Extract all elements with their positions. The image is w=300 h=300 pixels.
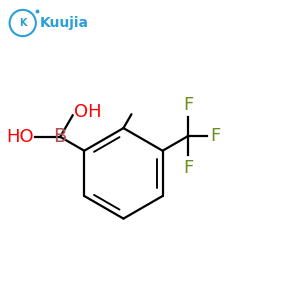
Text: F: F: [183, 96, 193, 114]
Text: B: B: [53, 128, 67, 146]
Text: HO: HO: [6, 128, 34, 146]
Text: F: F: [210, 127, 220, 145]
Text: Kuujia: Kuujia: [40, 16, 89, 30]
Text: OH: OH: [74, 103, 102, 121]
Text: F: F: [183, 159, 193, 177]
Text: K: K: [19, 18, 26, 28]
